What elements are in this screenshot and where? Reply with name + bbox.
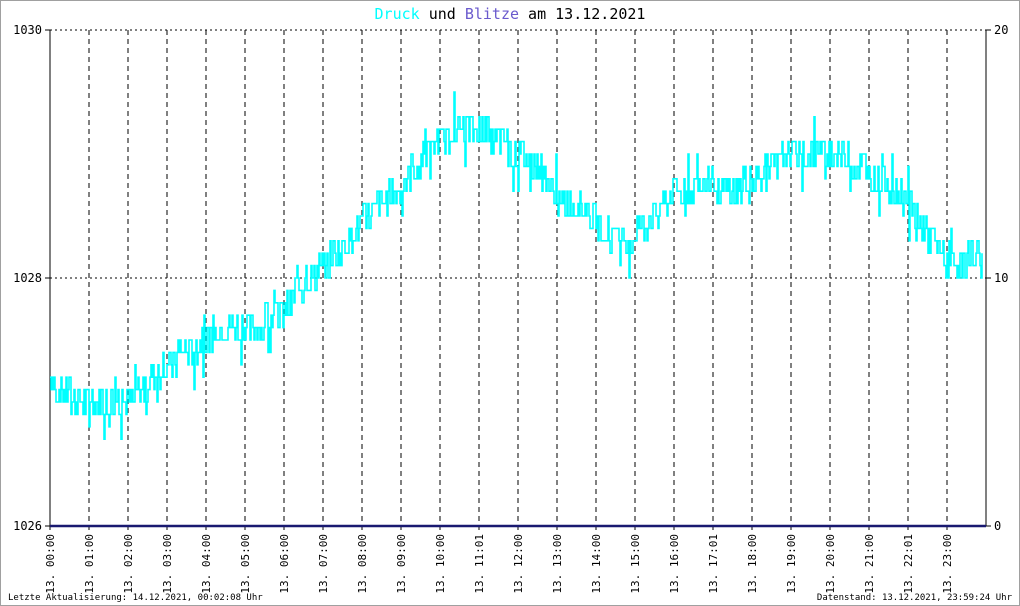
x-tick-label: 13. 06:00 bbox=[278, 534, 291, 594]
x-tick-label: 13. 04:00 bbox=[200, 534, 213, 594]
footer-last-update: Letzte Aktualisierung: 14.12.2021, 00:02… bbox=[8, 593, 263, 603]
chart-title: Druck und Blitze am 13.12.2021 bbox=[0, 5, 1020, 23]
x-tick-label: 13. 00:00 bbox=[44, 534, 57, 594]
x-tick-label: 13. 23:00 bbox=[941, 534, 954, 594]
title-blitze: Blitze bbox=[464, 5, 520, 23]
title-und: und bbox=[419, 5, 465, 23]
y-left-tick-label: 1026 bbox=[13, 519, 42, 533]
x-tick-label: 13. 18:00 bbox=[746, 534, 759, 594]
x-tick-label: 13. 05:00 bbox=[239, 534, 252, 594]
y-left-tick-label: 1028 bbox=[13, 271, 42, 285]
x-tick-label: 13. 21:00 bbox=[863, 534, 876, 594]
y-right-tick-label: 0 bbox=[994, 519, 1001, 533]
y-right-tick-label: 10 bbox=[994, 271, 1008, 285]
x-tick-label: 13. 08:00 bbox=[356, 534, 369, 594]
x-tick-label: 13. 12:00 bbox=[512, 534, 525, 594]
x-tick-label: 13. 09:00 bbox=[395, 534, 408, 594]
x-tick-label: 13. 15:00 bbox=[629, 534, 642, 594]
x-tick-label: 13. 01:00 bbox=[83, 534, 96, 594]
y-right-tick-label: 20 bbox=[994, 23, 1008, 37]
x-tick-label: 13. 17:01 bbox=[707, 534, 720, 594]
x-tick-label: 13. 19:00 bbox=[785, 534, 798, 594]
x-tick-label: 13. 13:00 bbox=[551, 534, 564, 594]
x-tick-label: 13. 07:00 bbox=[317, 534, 330, 594]
x-tick-label: 13. 02:00 bbox=[122, 534, 135, 594]
footer-data-status: Datenstand: 13.12.2021, 23:59:24 Uhr bbox=[816, 593, 1012, 603]
x-tick-label: 13. 10:00 bbox=[434, 534, 447, 594]
series-druck-line bbox=[50, 91, 983, 440]
title-date: am 13.12.2021 bbox=[519, 5, 646, 23]
x-tick-label: 13. 20:00 bbox=[824, 534, 837, 594]
x-tick-label: 13. 11:01 bbox=[473, 534, 486, 594]
x-tick-label: 13. 16:00 bbox=[668, 534, 681, 594]
title-druck: Druck bbox=[374, 5, 420, 23]
x-tick-label: 13. 22:01 bbox=[902, 534, 915, 594]
x-tick-label: 13. 14:00 bbox=[590, 534, 603, 594]
x-tick-label: 13. 03:00 bbox=[161, 534, 174, 594]
y-left-tick-label: 1030 bbox=[13, 23, 42, 37]
